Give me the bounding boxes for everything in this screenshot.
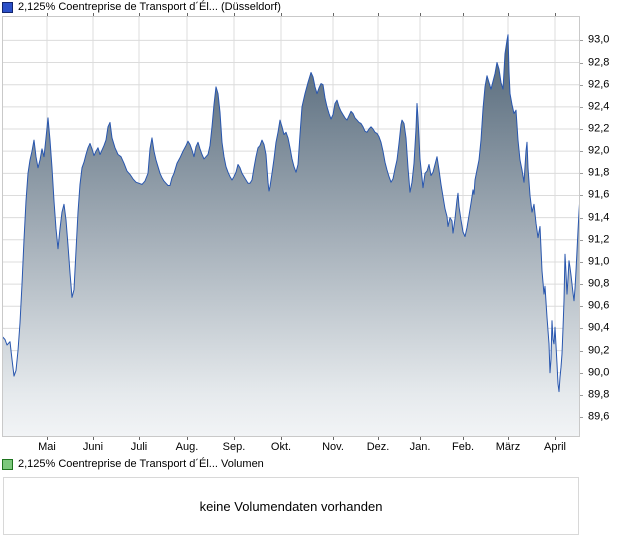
- y-tick-label: 92,2: [588, 122, 610, 135]
- x-axis-tick: [93, 437, 94, 440]
- x-axis-top-tick: [378, 13, 379, 16]
- volume-legend: 2,125% Coentreprise de Transport d´Él...…: [2, 458, 264, 471]
- x-tick-label: Juli: [130, 441, 148, 453]
- y-axis: 93,0 92,8 92,6 92,4 92,2 92,0 91,8 91,6 91,4 91,2…: [580, 16, 620, 437]
- x-axis-top-tick: [333, 13, 334, 16]
- volume-legend-label: 2,125% Coentreprise de Transport d´Él...…: [18, 458, 264, 470]
- no-volume-message: keine Volumendaten vorhanden: [199, 498, 383, 514]
- x-axis-top-tick: [420, 13, 421, 16]
- x-axis-top-tick: [187, 13, 188, 16]
- y-tick-label: 91,0: [588, 255, 610, 268]
- y-axis-tick: [580, 62, 583, 64]
- x-axis-top-tick: [281, 13, 282, 16]
- x-axis-top-tick: [555, 13, 556, 16]
- x-axis-top-tick: [234, 13, 235, 16]
- x-tick-label: Okt.: [270, 441, 292, 453]
- y-tick-label: 92,8: [588, 56, 610, 69]
- x-tick-label: Dez.: [366, 441, 390, 453]
- x-tick-label: Juni: [82, 441, 104, 453]
- x-axis-tick: [378, 437, 379, 440]
- y-axis-tick: [580, 350, 583, 352]
- y-axis-tick: [580, 173, 583, 175]
- volume-series-swatch-icon: [2, 459, 13, 470]
- price-series-swatch-icon: [2, 2, 13, 13]
- x-tick-label: Nov.: [322, 441, 344, 453]
- y-tick-label: 91,4: [588, 211, 610, 224]
- x-axis-top-tick: [139, 13, 140, 16]
- x-tick-label: März: [495, 441, 521, 453]
- x-tick-label: Feb.: [451, 441, 475, 453]
- plot-border: [2, 16, 580, 437]
- x-axis-tick: [508, 437, 509, 440]
- y-axis-tick: [580, 239, 583, 241]
- x-axis-tick: [463, 437, 464, 440]
- y-tick-label: 92,6: [588, 78, 610, 91]
- x-axis-top-tick: [47, 13, 48, 16]
- y-tick-label: 91,8: [588, 166, 610, 179]
- x-axis-tick: [420, 437, 421, 440]
- y-tick-label: 92,4: [588, 100, 610, 113]
- y-axis-tick: [580, 195, 583, 197]
- y-axis-tick: [580, 217, 583, 219]
- x-axis-top-tick: [463, 13, 464, 16]
- x-tick-label: Aug.: [175, 441, 199, 453]
- price-legend-label: 2,125% Coentreprise de Transport d´Él...…: [18, 1, 281, 13]
- y-axis-tick: [580, 372, 583, 374]
- y-tick-label: 90,4: [588, 321, 610, 334]
- y-axis-tick: [580, 417, 583, 419]
- y-tick-label: 89,8: [588, 388, 610, 401]
- x-axis-tick: [139, 437, 140, 440]
- y-axis-tick: [580, 328, 583, 330]
- x-axis-tick: [555, 437, 556, 440]
- y-axis-tick: [580, 394, 583, 396]
- x-axis-tick: [234, 437, 235, 440]
- x-axis-tick: [333, 437, 334, 440]
- y-axis-tick: [580, 306, 583, 308]
- x-axis-tick: [187, 437, 188, 440]
- x-tick-label: April: [543, 441, 567, 453]
- y-axis-tick: [580, 284, 583, 286]
- x-axis: Mai Juni Juli Aug. Sep. Okt. Nov. Dez. Jan. Feb. M…: [2, 437, 580, 455]
- price-chart-svg[interactable]: [2, 16, 580, 437]
- y-axis-tick: [580, 129, 583, 130]
- y-tick-label: 92,0: [588, 144, 610, 157]
- volume-panel: keine Volumendaten vorhanden: [3, 477, 579, 535]
- y-tick-label: 90,2: [588, 344, 610, 357]
- x-tick-label: Jan.: [409, 441, 431, 453]
- y-axis-tick: [580, 106, 583, 108]
- price-plot-area[interactable]: [2, 16, 580, 437]
- x-axis-tick: [47, 437, 48, 440]
- x-axis-tick: [281, 437, 282, 440]
- price-line: [2, 34, 580, 393]
- x-tick-label: Mai: [38, 441, 56, 453]
- y-tick-label: 89,6: [588, 410, 610, 423]
- plot-top-ticks: [2, 13, 580, 16]
- x-axis-top-tick: [93, 13, 94, 16]
- price-legend: 2,125% Coentreprise de Transport d´Él...…: [2, 1, 281, 14]
- y-axis-tick: [580, 40, 583, 42]
- price-area: [2, 34, 580, 437]
- y-axis-tick: [580, 84, 583, 86]
- y-tick-label: 90,6: [588, 299, 610, 312]
- y-tick-label: 93,0: [588, 33, 610, 46]
- x-tick-label: Sep.: [222, 441, 246, 453]
- y-tick-label: 91,2: [588, 233, 610, 246]
- y-tick-label: 90,0: [588, 366, 610, 379]
- y-axis-tick: [580, 261, 583, 263]
- y-tick-label: 91,6: [588, 188, 610, 201]
- x-axis-top-tick: [508, 13, 509, 16]
- y-axis-tick: [580, 151, 583, 153]
- y-tick-label: 90,8: [588, 277, 610, 290]
